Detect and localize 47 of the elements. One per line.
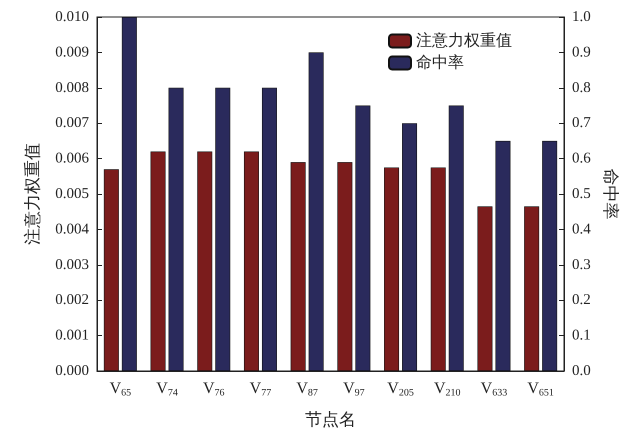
bar xyxy=(104,169,119,371)
y-tick-label: 0.004 xyxy=(55,221,90,238)
y2-tick-label: 0.4 xyxy=(572,221,592,238)
bar xyxy=(197,152,212,371)
y2-tick-label: 0.8 xyxy=(572,80,591,96)
y-tick-label: 0.001 xyxy=(55,328,89,344)
bar xyxy=(542,140,558,371)
y2-tick-label: 0.6 xyxy=(572,150,592,167)
bar xyxy=(122,17,137,371)
bar xyxy=(308,52,324,371)
y-tick-label: 0.007 xyxy=(55,115,90,132)
y-tick-label: 0.009 xyxy=(55,44,89,60)
y2-tick-label: 0.5 xyxy=(572,186,591,202)
bar xyxy=(430,167,446,371)
bar xyxy=(495,140,510,371)
y2-tick-label: 0.1 xyxy=(572,328,591,344)
legend-label: 注意力权重值 xyxy=(416,32,512,50)
x-axis-title: 节点名 xyxy=(305,410,356,429)
bar xyxy=(402,123,418,371)
y-tick-label: 0.008 xyxy=(55,80,89,96)
bar xyxy=(168,88,184,371)
bar xyxy=(355,106,370,371)
legend-label: 命中率 xyxy=(416,54,464,72)
bar xyxy=(477,206,492,371)
y-tick-label: 0.005 xyxy=(55,186,89,202)
y2-axis-title: 命中率 xyxy=(601,168,620,220)
y-axis-title: 注意力权重值 xyxy=(23,143,42,245)
bar xyxy=(384,167,400,371)
y2-tick-label: 0.3 xyxy=(572,256,591,273)
y2-tick-label: 0.2 xyxy=(572,292,591,308)
bar xyxy=(150,152,166,371)
y2-tick-label: 1.0 xyxy=(572,9,591,25)
y-tick-label: 0.000 xyxy=(55,363,89,379)
bar xyxy=(337,162,352,371)
y-tick-label: 0.002 xyxy=(55,292,89,308)
bar xyxy=(244,152,259,371)
y2-tick-label: 0.7 xyxy=(572,115,592,132)
bar xyxy=(215,88,230,371)
y2-tick-label: 0.9 xyxy=(572,44,591,60)
y-tick-label: 0.006 xyxy=(55,150,90,167)
y-tick-label: 0.010 xyxy=(55,9,89,25)
bar xyxy=(290,162,306,371)
bar xyxy=(262,88,277,371)
bar xyxy=(448,106,464,371)
bar xyxy=(524,206,540,371)
y-tick-label: 0.003 xyxy=(55,256,89,273)
y2-tick-label: 0.0 xyxy=(572,363,591,379)
